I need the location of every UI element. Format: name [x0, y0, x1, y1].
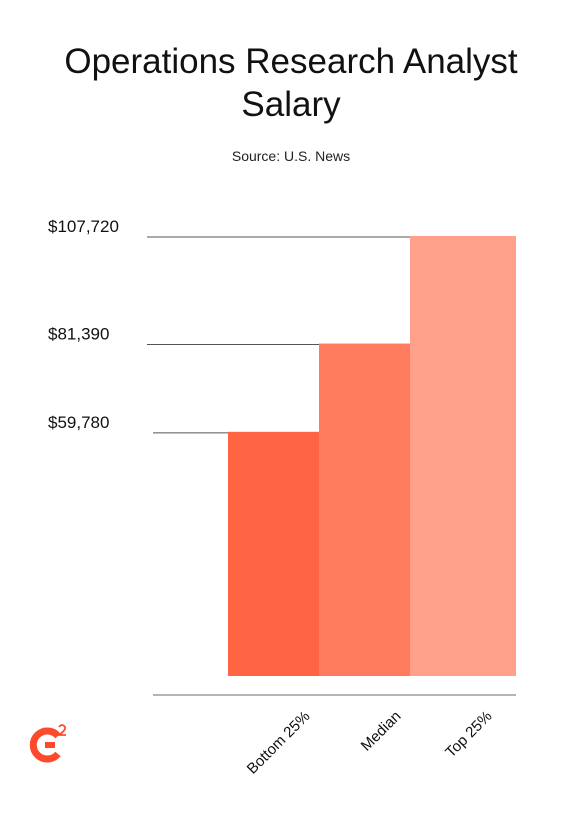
logo-g [29, 727, 61, 763]
chart-subtitle: Source: U.S. News [231, 148, 351, 164]
bar [228, 431, 334, 676]
logo [29, 724, 67, 763]
chart-title: Operations Research Analyst Salary [64, 42, 518, 124]
x-tick-label: Median [358, 708, 405, 755]
value-label: $59,780 [48, 413, 109, 432]
value-label: $107,720 [48, 217, 119, 236]
x-tick-label: Bottom 25% [244, 708, 314, 778]
bar [410, 236, 516, 676]
logo-2 [56, 724, 67, 736]
bar [319, 343, 425, 676]
value-label: $81,390 [48, 325, 109, 344]
x-tick-label: Top 25% [442, 708, 495, 761]
